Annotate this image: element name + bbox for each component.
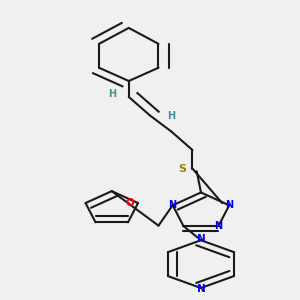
Text: H: H [108, 89, 116, 99]
Text: N: N [214, 221, 223, 231]
Text: N: N [196, 234, 205, 244]
Text: H: H [167, 110, 175, 121]
Text: N: N [225, 200, 233, 210]
Text: N: N [169, 200, 177, 210]
Text: S: S [178, 164, 186, 174]
Text: N: N [196, 284, 205, 294]
Text: O: O [125, 198, 134, 208]
